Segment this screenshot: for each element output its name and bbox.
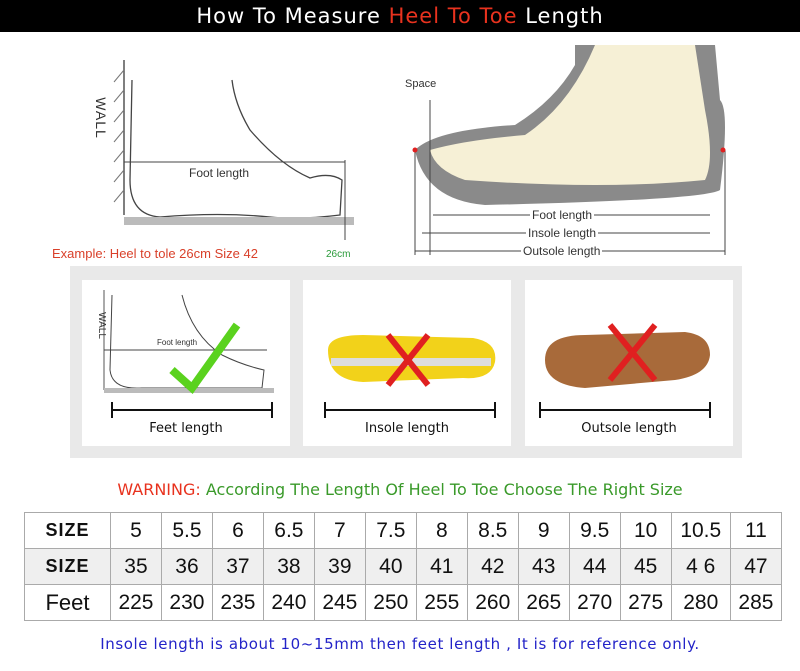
table-cell: 7.5 — [364, 512, 417, 549]
size-chart-table: SIZE 5 5.5 6 6.5 7 7.5 8 8.5 9 9.5 10 10.5 11 SIZE 35 36… — [24, 512, 783, 621]
table-cell: 7 — [313, 512, 366, 549]
table-cell: 40 — [364, 548, 417, 585]
card-wall-label: WALL — [95, 312, 107, 339]
title-post: Length — [517, 4, 604, 28]
outsole-wrong-illustration — [539, 323, 711, 418]
table-cell: 285 — [729, 584, 783, 621]
example-text: Example: Heel to tole 26cm Size 42 — [52, 246, 258, 261]
table-row: SIZE 5 5.5 6 6.5 7 7.5 8 8.5 9 9.5 10 10.5 11 — [24, 512, 783, 549]
row-header: SIZE — [24, 512, 111, 549]
table-cell: 11 — [729, 512, 783, 549]
warning-text: WARNING: According The Length Of Heel To… — [0, 480, 800, 499]
card-foot-length-label: Foot length — [157, 338, 198, 347]
cross-icon — [385, 333, 431, 387]
table-cell: 8 — [415, 512, 468, 549]
insole-wrong-illustration — [324, 333, 496, 418]
cross-icon — [607, 323, 658, 382]
table-cell: 5.5 — [160, 512, 213, 549]
table-cell: 10.5 — [670, 512, 731, 549]
card-insole-length: Insole length — [303, 280, 511, 446]
table-cell: 6 — [211, 512, 264, 549]
table-cell: 47 — [729, 548, 783, 585]
space-label: Space — [405, 78, 437, 90]
row-header: Feet — [24, 584, 111, 621]
table-cell: 245 — [313, 584, 366, 621]
foot-correct-illustration — [103, 290, 274, 418]
cm-mark: 26cm — [326, 249, 351, 260]
table-cell: 5 — [110, 512, 162, 549]
table-cell: 270 — [568, 584, 621, 621]
table-cell: 37 — [211, 548, 264, 585]
table-cell: 45 — [619, 548, 672, 585]
insole-length-label: Insole length — [526, 226, 599, 240]
table-cell: 240 — [262, 584, 315, 621]
table-cell: 6.5 — [262, 512, 315, 549]
table-cell: 230 — [160, 584, 213, 621]
table-cell: 280 — [670, 584, 731, 621]
table-cell: 8.5 — [466, 512, 519, 549]
table-cell: 255 — [415, 584, 468, 621]
table-row: Feet 225 230 235 240 245 250 255 260 265 270 275 280… — [24, 584, 783, 621]
table-row: SIZE 35 36 37 38 39 40 41 42 43 44 45 4 6 47 — [24, 548, 783, 585]
table-cell: 35 — [110, 548, 162, 585]
table-cell: 225 — [110, 584, 162, 621]
warning-label: WARNING: — [117, 480, 201, 499]
title-pre: How To Measure — [196, 4, 389, 28]
card-caption: Outsole length — [581, 421, 677, 436]
table-cell: 235 — [211, 584, 264, 621]
table-cell: 265 — [517, 584, 570, 621]
table-cell: 41 — [415, 548, 468, 585]
table-cell: 4 6 — [670, 548, 731, 585]
table-cell: 9.5 — [568, 512, 621, 549]
card-feet-length: WALL Foot length Feet length — [82, 280, 290, 446]
card-outsole-length: Outsole length — [525, 280, 733, 446]
card-caption: Insole length — [365, 421, 449, 436]
wall-label: WALL — [92, 97, 109, 139]
table-cell: 9 — [517, 512, 570, 549]
card-caption: Feet length — [149, 421, 223, 436]
shoe-foot-length-label: Foot length — [530, 208, 595, 222]
table-cell: 275 — [619, 584, 672, 621]
table-cell: 36 — [160, 548, 213, 585]
table-cell: 39 — [313, 548, 366, 585]
footnote: Insole length is about 10~15mm then feet… — [100, 635, 700, 653]
outsole-length-label: Outsole length — [521, 244, 603, 258]
check-icon — [169, 322, 241, 394]
comparison-panel: WALL Foot length Feet length Insole leng… — [70, 266, 742, 458]
table-cell: 42 — [466, 548, 519, 585]
table-cell: 43 — [517, 548, 570, 585]
foot-length-label: Foot length — [189, 166, 250, 180]
table-cell: 250 — [364, 584, 417, 621]
title-bar: How To Measure Heel To Toe Length — [0, 0, 800, 32]
table-cell: 10 — [619, 512, 672, 549]
table-cell: 38 — [262, 548, 315, 585]
row-header: SIZE — [24, 548, 111, 585]
table-cell: 44 — [568, 548, 621, 585]
table-cell: 260 — [466, 584, 519, 621]
foot-against-wall-illustration — [113, 60, 354, 240]
warning-message: According The Length Of Heel To Toe Choo… — [205, 480, 683, 499]
title-highlight: Heel To Toe — [388, 4, 518, 28]
